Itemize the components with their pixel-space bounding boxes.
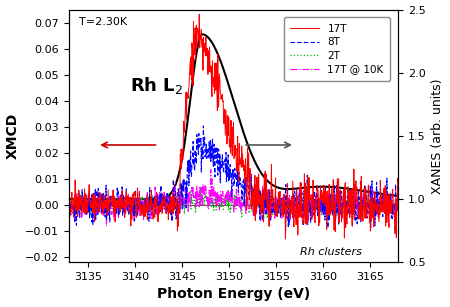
Text: Rh L$_2$: Rh L$_2$ [130,75,184,95]
Text: T=2.30K: T=2.30K [79,17,127,27]
Y-axis label: XANES (arb. units): XANES (arb. units) [432,78,445,194]
Legend: 17T, 8T, 2T, 17T @ 10K: 17T, 8T, 2T, 17T @ 10K [284,17,390,81]
Y-axis label: XMCD: XMCD [5,113,19,159]
Text: Rh clusters: Rh clusters [300,247,361,257]
X-axis label: Photon Energy (eV): Photon Energy (eV) [157,287,310,301]
